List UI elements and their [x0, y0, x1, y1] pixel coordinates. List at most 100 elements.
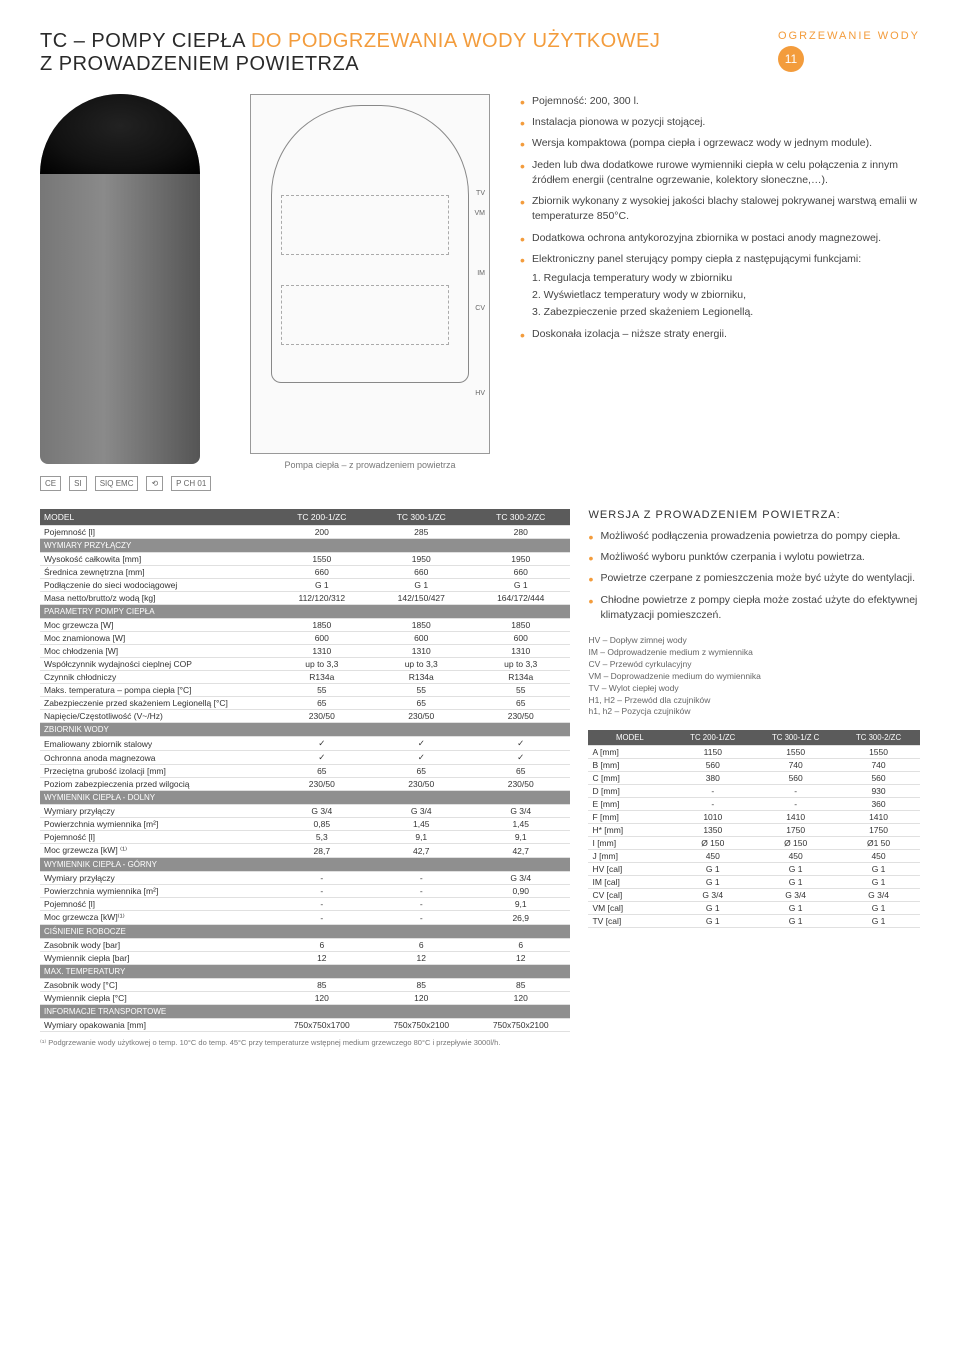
spec-label: Pojemność [l]: [40, 898, 272, 911]
spec-value: 9,1: [471, 898, 570, 911]
dim-value: 1150: [671, 746, 754, 759]
page-number: 11: [778, 46, 804, 72]
spec-value: -: [272, 898, 371, 911]
spec-value: ✓: [471, 751, 570, 765]
diag-label-tv: TV: [476, 190, 485, 197]
spec-value: G 1: [372, 579, 471, 592]
dim-value: 450: [837, 850, 920, 863]
spec-value: 0,85: [272, 818, 371, 831]
spec-value: 660: [272, 566, 371, 579]
bullet: Wersja kompaktowa (pompa ciepła i ogrzew…: [520, 136, 920, 151]
spec-value: 6: [372, 939, 471, 952]
product-photo: [40, 94, 200, 464]
dim-value: -: [671, 785, 754, 798]
spec-value: 1,45: [471, 818, 570, 831]
dim-label: F [mm]: [588, 811, 671, 824]
spec-label: Masa netto/brutto/z wodą [kg]: [40, 592, 272, 605]
spec-value: 750x750x2100: [372, 1019, 471, 1032]
spec-label: Podłączenie do sieci wodociągowej: [40, 579, 272, 592]
spec-value: 85: [471, 979, 570, 992]
bullet: Jeden lub dwa dodatkowe rurowe wymiennik…: [520, 158, 920, 188]
dim-label: H* [mm]: [588, 824, 671, 837]
dim-value: 450: [671, 850, 754, 863]
spec-value: 65: [372, 765, 471, 778]
category-label: OGRZEWANIE WODY: [778, 30, 920, 42]
dim-value: 1350: [671, 824, 754, 837]
spec-value: 660: [372, 566, 471, 579]
spec-value: 1950: [372, 553, 471, 566]
spec-value: 660: [471, 566, 570, 579]
dim-value: -: [754, 798, 837, 811]
spec-label: Maks. temperatura – pompa ciepła [°C]: [40, 684, 272, 697]
dim-value: G 1: [671, 915, 754, 928]
spec-value: 142/150/427: [372, 592, 471, 605]
spec-value: 6: [471, 939, 570, 952]
side-bullet: Chłodne powietrze z pompy ciepła może zo…: [588, 593, 920, 623]
dim-value: G 1: [671, 876, 754, 889]
dim-value: G 1: [837, 876, 920, 889]
cert-badge: CE: [40, 476, 61, 491]
spec-value: 1310: [372, 645, 471, 658]
spec-label: Pojemność [l]: [40, 831, 272, 844]
spec-value: 9,1: [372, 831, 471, 844]
spec-value: 200: [272, 526, 371, 539]
spec-label: Zasobnik wody [°C]: [40, 979, 272, 992]
spec-value: 1550: [272, 553, 371, 566]
spec-value: 164/172/444: [471, 592, 570, 605]
side-bullet: Możliwość wyboru punktów czerpania i wyl…: [588, 550, 920, 565]
dim-value: 1550: [754, 746, 837, 759]
spec-value: 750x750x2100: [471, 1019, 570, 1032]
cert-badge: ⟲: [146, 476, 163, 491]
legend-line: CV – Przewód cyrkulacyjny: [588, 659, 920, 671]
dim-value: G 1: [754, 902, 837, 915]
dim-value: G 1: [671, 863, 754, 876]
spec-value: ✓: [372, 737, 471, 751]
spec-value: 42,7: [372, 844, 471, 858]
dim-value: G 1: [671, 902, 754, 915]
spec-label: Wymiary opakowania [mm]: [40, 1019, 272, 1032]
legend-line: IM – Odprowadzenie medium z wymiennika: [588, 647, 920, 659]
spec-label: Wymiennik ciepła [bar]: [40, 952, 272, 965]
spec-label: Ochronna anoda magnezowa: [40, 751, 272, 765]
spec-value: 1,45: [372, 818, 471, 831]
cert-badge: SI: [69, 476, 87, 491]
bullet: Elektroniczny panel sterujący pompy ciep…: [520, 252, 920, 321]
spec-value: 120: [471, 992, 570, 1005]
dim-label: J [mm]: [588, 850, 671, 863]
spec-value: ✓: [272, 737, 371, 751]
bullet: Instalacja pionowa w pozycji stojącej.: [520, 115, 920, 130]
cert-badge: P CH 01: [171, 476, 211, 491]
spec-label: Emaliowany zbiornik stalowy: [40, 737, 272, 751]
dim-label: TV [cal]: [588, 915, 671, 928]
bullet: Zbiornik wykonany z wysokiej jakości bla…: [520, 194, 920, 224]
sub-bullet: 1. Regulacja temperatury wody w zbiornik…: [532, 271, 920, 286]
dim-value: 930: [837, 785, 920, 798]
dim-value: Ø 150: [671, 837, 754, 850]
spec-value: 55: [471, 684, 570, 697]
spec-subheader: CIŚNIENIE ROBOCZE: [40, 925, 570, 939]
footnote: ⁽¹⁾ Podgrzewanie wody użytkowej o temp. …: [40, 1038, 920, 1047]
dim-value: -: [754, 785, 837, 798]
spec-label: Współczynnik wydajności cieplnej COP: [40, 658, 272, 671]
spec-value: 12: [372, 952, 471, 965]
spec-value: 12: [471, 952, 570, 965]
spec-value: 65: [471, 765, 570, 778]
dim-value: -: [671, 798, 754, 811]
spec-label: Zabezpieczenie przed skażeniem Legionell…: [40, 697, 272, 710]
spec-label: Powierzchnia wymiennika [m²]: [40, 885, 272, 898]
spec-subheader: MAX. TEMPERATURY: [40, 965, 570, 979]
spec-value: -: [272, 885, 371, 898]
spec-label: Moc grzewcza [kW] ⁽¹⁾: [40, 844, 272, 858]
dim-label: IM [cal]: [588, 876, 671, 889]
spec-value: G 1: [471, 579, 570, 592]
title-orange: DO PODGRZEWANIA WODY UŻYTKOWEJ: [251, 30, 660, 52]
diagram-caption: Pompa ciepła – z prowadzeniem powietrza: [240, 460, 500, 470]
spec-label: Wysokość całkowita [mm]: [40, 553, 272, 566]
header: TC – POMPY CIEPŁA DO PODGRZEWANIA WODY U…: [40, 30, 920, 76]
sub-bullet: 2. Wyświetlacz temperatury wody w zbiorn…: [532, 288, 920, 303]
dim-value: G 3/4: [671, 889, 754, 902]
spec-value: ✓: [272, 751, 371, 765]
dim-value: 560: [671, 759, 754, 772]
spec-value: 42,7: [471, 844, 570, 858]
dim-value: G 3/4: [837, 889, 920, 902]
